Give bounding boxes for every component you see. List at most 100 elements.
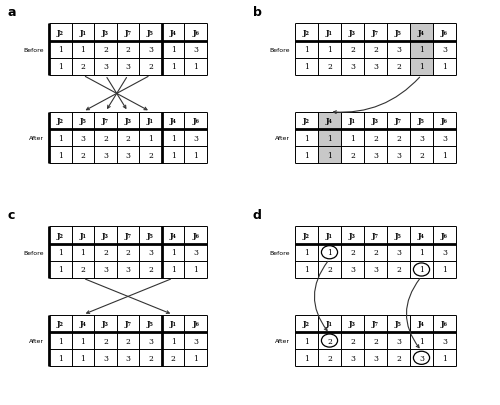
- Bar: [364, 41, 387, 59]
- Bar: [318, 261, 341, 279]
- Bar: [433, 130, 456, 147]
- Bar: [94, 261, 116, 279]
- Text: J₆: J₆: [192, 117, 199, 125]
- Text: J₁: J₁: [170, 320, 176, 328]
- Bar: [341, 227, 364, 244]
- Bar: [72, 113, 94, 130]
- Text: J₁: J₁: [326, 231, 333, 239]
- Text: J₇: J₇: [124, 231, 132, 239]
- Text: J₃: J₃: [349, 320, 356, 328]
- Text: 1: 1: [58, 266, 63, 274]
- Bar: [184, 59, 207, 76]
- Text: J₅: J₅: [147, 231, 154, 239]
- Text: 2: 2: [327, 337, 332, 345]
- Text: 1: 1: [419, 249, 424, 257]
- Text: 1: 1: [58, 46, 63, 54]
- Bar: [94, 24, 116, 41]
- Text: J₃: J₃: [102, 320, 109, 328]
- Bar: [318, 244, 341, 261]
- Bar: [318, 59, 341, 76]
- Text: 3: 3: [193, 134, 198, 142]
- Bar: [387, 244, 410, 261]
- Bar: [49, 24, 72, 41]
- Bar: [410, 315, 433, 332]
- Bar: [318, 147, 341, 164]
- Text: J₅: J₅: [395, 29, 402, 37]
- Text: 1: 1: [170, 46, 175, 54]
- Text: J₆: J₆: [441, 231, 448, 239]
- Text: 1: 1: [58, 249, 63, 257]
- Bar: [387, 349, 410, 367]
- Bar: [140, 59, 162, 76]
- Text: J₂: J₂: [303, 117, 310, 125]
- Bar: [184, 113, 207, 130]
- Bar: [116, 261, 140, 279]
- Text: 3: 3: [193, 46, 198, 54]
- Text: J₅: J₅: [147, 29, 154, 37]
- Text: 2: 2: [396, 266, 401, 274]
- Bar: [94, 315, 116, 332]
- Bar: [364, 24, 387, 41]
- Text: 2: 2: [148, 266, 153, 274]
- Bar: [295, 130, 318, 147]
- Bar: [140, 113, 162, 130]
- Bar: [94, 332, 116, 349]
- Bar: [140, 41, 162, 59]
- Text: 3: 3: [148, 337, 153, 345]
- Text: J₆: J₆: [441, 117, 448, 125]
- Bar: [410, 113, 433, 130]
- Bar: [295, 332, 318, 349]
- Text: 1: 1: [419, 46, 424, 54]
- Bar: [72, 59, 94, 76]
- Text: J₄: J₄: [80, 320, 86, 328]
- Text: J₆: J₆: [192, 231, 199, 239]
- Text: 3: 3: [373, 151, 378, 160]
- Text: J₂: J₂: [303, 29, 310, 37]
- Text: 3: 3: [396, 249, 401, 257]
- Bar: [318, 130, 341, 147]
- Bar: [318, 227, 341, 244]
- Text: J₇: J₇: [124, 29, 132, 37]
- Text: J₂: J₂: [57, 231, 64, 239]
- Text: J₂: J₂: [57, 320, 64, 328]
- Bar: [364, 261, 387, 279]
- Text: 2: 2: [126, 46, 130, 54]
- Text: J₁: J₁: [147, 117, 154, 125]
- Bar: [94, 113, 116, 130]
- Text: Before: Before: [270, 48, 290, 53]
- Text: d: d: [252, 209, 262, 222]
- Text: 2: 2: [396, 354, 401, 362]
- Bar: [364, 227, 387, 244]
- Bar: [341, 24, 364, 41]
- Text: 2: 2: [373, 134, 378, 142]
- Bar: [387, 59, 410, 76]
- Text: J₅: J₅: [147, 320, 154, 328]
- Bar: [387, 147, 410, 164]
- Bar: [184, 147, 207, 164]
- Text: 1: 1: [304, 63, 309, 71]
- Bar: [295, 244, 318, 261]
- Bar: [72, 315, 94, 332]
- Bar: [433, 113, 456, 130]
- Text: 3: 3: [373, 354, 378, 362]
- Bar: [387, 113, 410, 130]
- Text: J₅: J₅: [418, 117, 425, 125]
- Bar: [116, 332, 140, 349]
- Text: 2: 2: [373, 46, 378, 54]
- Bar: [318, 24, 341, 41]
- Text: 3: 3: [373, 63, 378, 71]
- Bar: [116, 227, 140, 244]
- Text: 2: 2: [396, 134, 401, 142]
- Bar: [295, 147, 318, 164]
- Text: 2: 2: [80, 63, 86, 71]
- Bar: [184, 41, 207, 59]
- Bar: [72, 24, 94, 41]
- Text: 2: 2: [80, 266, 86, 274]
- Bar: [410, 227, 433, 244]
- Bar: [433, 147, 456, 164]
- Bar: [140, 261, 162, 279]
- Bar: [94, 349, 116, 367]
- Bar: [410, 130, 433, 147]
- Bar: [72, 227, 94, 244]
- Bar: [94, 227, 116, 244]
